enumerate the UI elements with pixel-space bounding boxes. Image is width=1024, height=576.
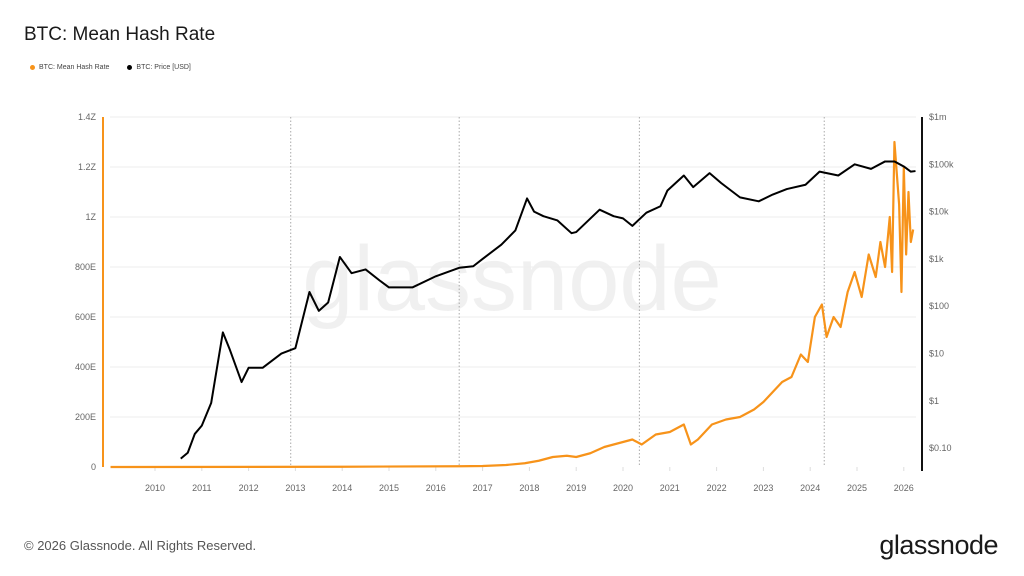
x-axis-tick-label: 2010 xyxy=(145,483,165,493)
right-axis-tick-label: $1k xyxy=(929,254,944,264)
x-axis-tick-label: 2012 xyxy=(239,483,259,493)
x-axis-tick-label: 2025 xyxy=(847,483,867,493)
x-axis-tick-label: 2011 xyxy=(192,483,211,493)
x-axis-tick-label: 2015 xyxy=(379,483,399,493)
left-axis-tick-label: 200E xyxy=(75,412,96,422)
legend-label-hash-rate: BTC: Mean Hash Rate xyxy=(39,64,110,71)
right-axis-tick-label: $1m xyxy=(929,112,947,122)
right-axis-tick-label: $10 xyxy=(929,349,944,359)
left-axis-tick-label: 0 xyxy=(91,462,96,472)
right-axis-tick-label: $10k xyxy=(929,207,949,217)
x-axis-tick-label: 2018 xyxy=(519,483,539,493)
x-axis-tick-label: 2022 xyxy=(707,483,727,493)
price-line xyxy=(180,160,916,460)
left-axis-tick-label: 600E xyxy=(75,312,96,322)
left-axis-tick-label: 1.4Z xyxy=(78,112,97,122)
legend-marker-hash-rate xyxy=(30,65,35,70)
x-axis-tick-label: 2016 xyxy=(426,483,446,493)
legend-item-hash-rate[interactable]: BTC: Mean Hash Rate xyxy=(30,64,109,71)
legend-item-price[interactable]: BTC: Price [USD] xyxy=(127,64,191,71)
legend-label-price: BTC: Price [USD] xyxy=(136,64,191,71)
left-axis-tick-label: 1Z xyxy=(85,212,96,222)
right-axis-tick-label: $0.10 xyxy=(929,443,952,453)
x-axis-tick-label: 2013 xyxy=(285,483,305,493)
x-axis-tick-label: 2014 xyxy=(332,483,352,493)
x-axis-tick-label: 2021 xyxy=(660,483,680,493)
legend-marker-price xyxy=(127,65,133,70)
x-axis-tick-label: 2020 xyxy=(613,483,633,493)
x-axis-tick-label: 2019 xyxy=(566,483,586,493)
chart-title: BTC: Mean Hash Rate xyxy=(24,24,216,45)
legend: BTC: Mean Hash Rate BTC: Price [USD] xyxy=(30,64,191,71)
watermark: glassnode xyxy=(302,228,721,330)
x-axis-tick-label: 2023 xyxy=(753,483,773,493)
left-axis-tick-label: 1.2Z xyxy=(78,162,97,172)
x-axis-tick-label: 2026 xyxy=(894,483,914,493)
x-axis-tick-label: 2017 xyxy=(473,483,493,493)
right-axis-tick-label: $100 xyxy=(929,301,949,311)
x-axis-tick-label: 2024 xyxy=(800,483,820,493)
left-axis-tick-label: 800E xyxy=(75,262,96,272)
right-axis-tick-label: $1 xyxy=(929,396,939,406)
left-axis-tick-label: 400E xyxy=(75,362,96,372)
right-axis-tick-label: $100k xyxy=(929,159,954,169)
brand-logo: glassnode xyxy=(879,530,998,560)
hash-rate-line xyxy=(110,140,915,469)
copyright: © 2026 Glassnode. All Rights Reserved. xyxy=(24,538,257,553)
